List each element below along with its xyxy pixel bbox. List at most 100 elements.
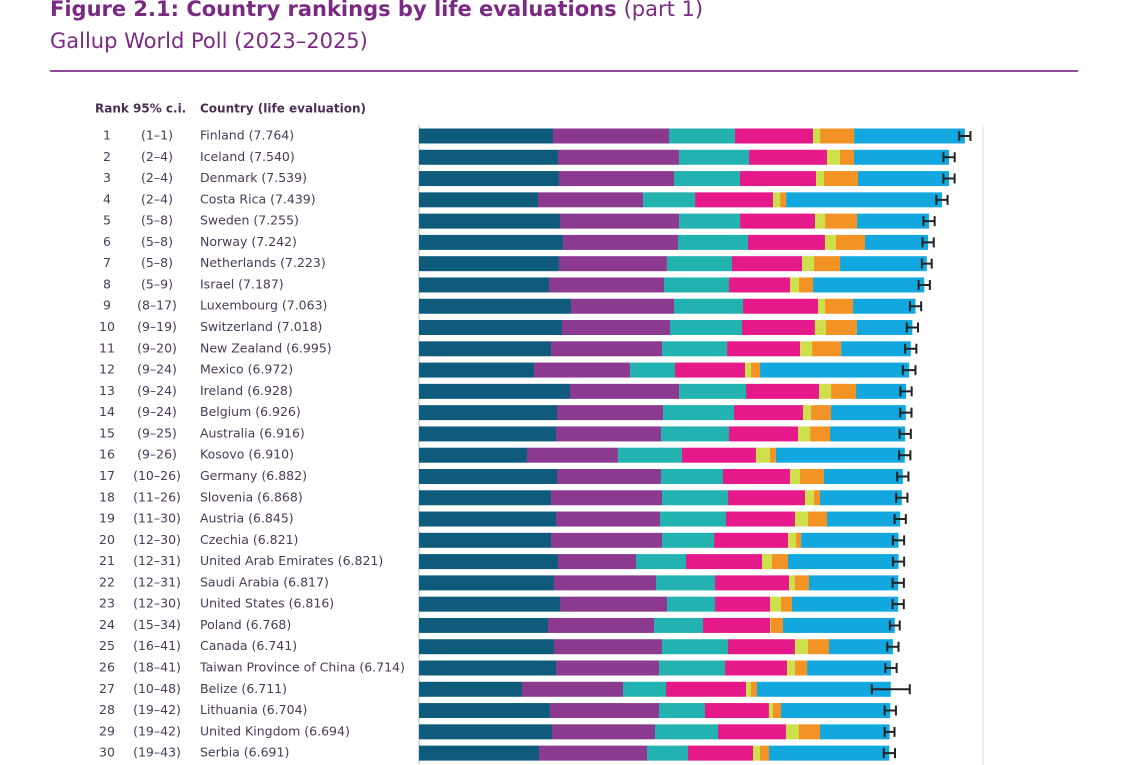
- bar-segment: [740, 213, 816, 229]
- bar-segment: [419, 149, 558, 165]
- bar-segment: [746, 383, 820, 399]
- bar-segment: [761, 554, 772, 570]
- title-note: (part 1): [624, 0, 704, 21]
- rank-ci: (12–30): [133, 532, 181, 547]
- bar-segment: [556, 511, 660, 527]
- bar-segment: [419, 639, 554, 655]
- bar-segment: [419, 724, 553, 740]
- bar-segment: [669, 320, 742, 336]
- bar-segment: [769, 745, 890, 761]
- bar-segment: [673, 298, 744, 314]
- bar-segment: [727, 341, 801, 357]
- bar-segment: [663, 405, 735, 421]
- bar-segment: [796, 532, 802, 548]
- bar-segment: [770, 596, 781, 612]
- bar-segment: [570, 383, 680, 399]
- rank-ci: (1–1): [141, 128, 173, 143]
- bar-segment: [805, 490, 815, 506]
- country-label: New Zealand (6.995): [200, 340, 332, 355]
- bar-segment: [810, 426, 831, 442]
- header-ci: 95% c.i.: [133, 102, 186, 116]
- bar-segment: [419, 617, 549, 633]
- bar-segment: [791, 596, 899, 612]
- country-label: Poland (6.768): [200, 617, 291, 632]
- bar-segment: [539, 745, 647, 761]
- bar-segment: [659, 511, 727, 527]
- rank-ci: (12–30): [133, 596, 181, 611]
- error-bar: [935, 194, 949, 205]
- bar-segment: [780, 703, 891, 719]
- bar-segment: [549, 703, 660, 719]
- bar-segment: [521, 681, 624, 697]
- error-bar: [917, 279, 931, 290]
- bar-segment: [557, 554, 637, 570]
- bar-segment: [790, 277, 800, 293]
- rank: 6: [103, 234, 111, 249]
- bar-segment: [661, 639, 728, 655]
- error-bar: [891, 599, 905, 610]
- bar-segment: [419, 660, 557, 676]
- rank: 22: [99, 574, 115, 589]
- country-label: Iceland (7.540): [200, 149, 295, 164]
- bar-segment: [419, 171, 559, 187]
- rank-ci: (9–24): [137, 383, 177, 398]
- country-label: Germany (6.882): [200, 468, 307, 483]
- bar-segment: [751, 362, 761, 378]
- country-label: United Kingdom (6.694): [200, 723, 350, 738]
- rank-ci: (16–41): [133, 638, 181, 653]
- bar-segment: [783, 617, 895, 633]
- bar-segment: [840, 149, 855, 165]
- bar-segment: [794, 639, 808, 655]
- bar-segment: [807, 639, 829, 655]
- error-bar: [905, 322, 919, 333]
- bar-segment: [419, 447, 527, 463]
- header-country: Country (life evaluation): [200, 102, 366, 116]
- bar-segment: [813, 128, 821, 144]
- rank-ci: (8–17): [137, 298, 177, 313]
- bar-segment: [662, 490, 729, 506]
- bar-segment: [419, 681, 522, 697]
- bar-segment: [538, 192, 644, 208]
- rank-ci: (10–26): [133, 468, 181, 483]
- bar-segment: [819, 490, 902, 506]
- bar-segment: [739, 171, 816, 187]
- rank-ci: (12–31): [133, 574, 181, 589]
- country-label: Canada (6.741): [200, 638, 297, 653]
- bar-segment: [789, 468, 800, 484]
- bar-segment: [856, 320, 913, 336]
- bar-segment: [558, 171, 674, 187]
- bar-segment: [687, 745, 753, 761]
- rank: 13: [99, 383, 115, 398]
- bar-segment: [675, 362, 746, 378]
- error-bar: [895, 492, 909, 503]
- bar-segment: [419, 596, 561, 612]
- error-bar: [920, 258, 933, 269]
- rank-ci: (5–9): [141, 276, 173, 291]
- bar-segment: [561, 320, 670, 336]
- rank: 23: [99, 596, 115, 611]
- bar-segment: [659, 660, 726, 676]
- bar-segment: [655, 575, 715, 591]
- bar-segment: [685, 554, 762, 570]
- bar-segment: [788, 532, 797, 548]
- bar-segment: [419, 213, 561, 229]
- rank-ci: (15–34): [133, 617, 181, 632]
- bar-segment: [814, 490, 820, 506]
- bar-segment: [551, 490, 663, 506]
- error-bar: [883, 705, 897, 716]
- country-label: Kosovo (6.910): [200, 447, 294, 462]
- bar-segment: [553, 575, 656, 591]
- bar-segment: [557, 149, 679, 165]
- bar-segment: [734, 128, 814, 144]
- country-label: Luxembourg (7.063): [200, 298, 327, 313]
- bar-segment: [734, 405, 804, 421]
- bar-segment: [808, 511, 828, 527]
- bar-segment: [770, 617, 784, 633]
- bar-segment: [856, 383, 907, 399]
- bar-segment: [780, 192, 787, 208]
- bar-segment: [819, 383, 832, 399]
- rank: 16: [99, 447, 115, 462]
- bar-segment: [560, 596, 668, 612]
- bar-segment: [795, 660, 808, 676]
- rank-ci: (10–48): [133, 681, 181, 696]
